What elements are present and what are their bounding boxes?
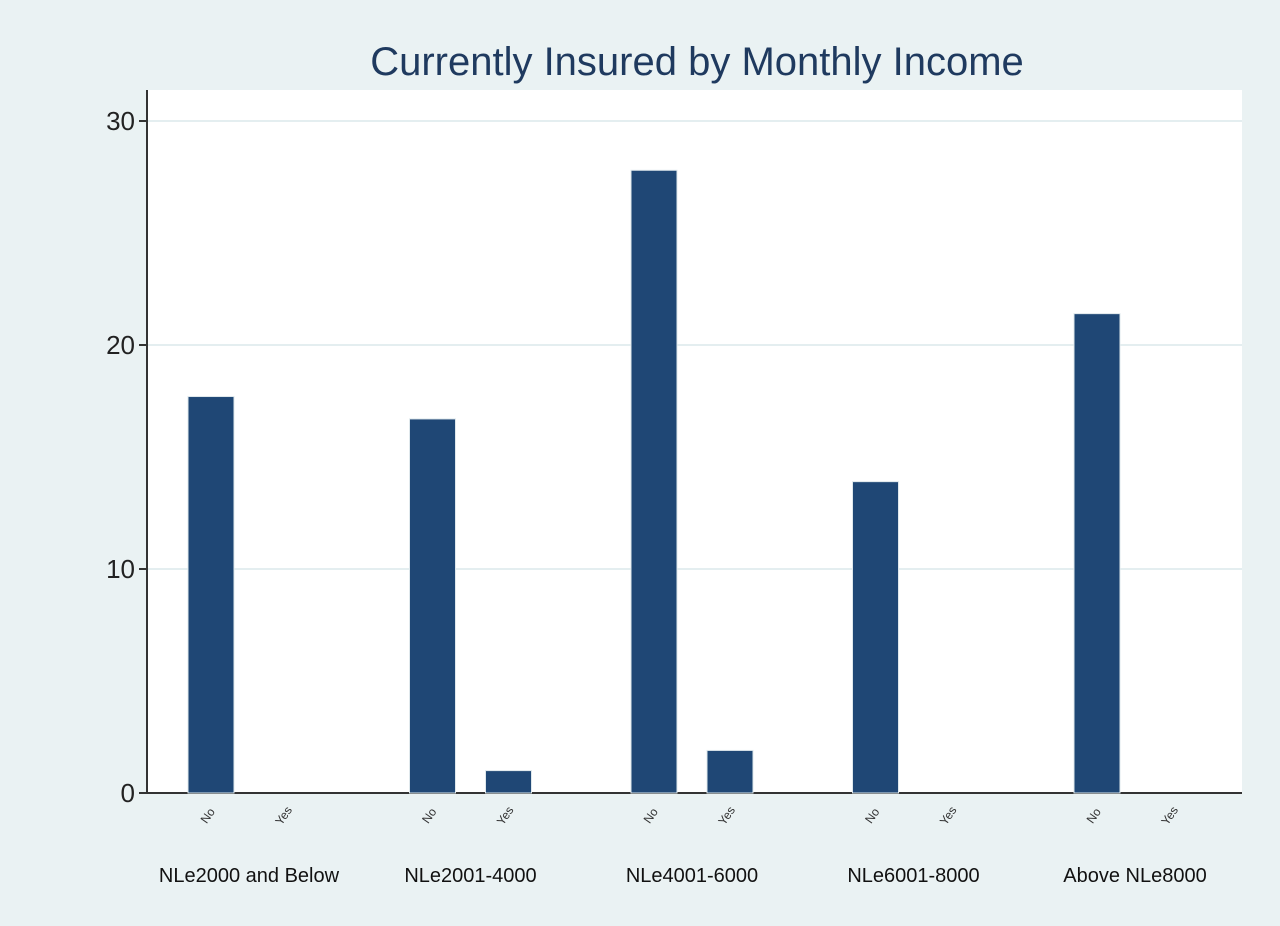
bar-2-yes [706,749,754,794]
y-tick-label: 20 [106,330,135,360]
category-label: NLe6001-8000 [847,865,979,887]
y-ticks: 0 10 20 30 [106,106,147,808]
category-label: NLe2001-4000 [404,865,536,887]
bar-4-no [1073,313,1121,794]
y-tick-label: 0 [121,778,135,808]
gridlines [147,120,1242,570]
category-label: NLe4001-6000 [626,865,758,887]
chart-title: Currently Insured by Monthly Income [370,40,1024,84]
category-label: Above NLe8000 [1063,865,1206,887]
y-tick-label: 30 [106,106,135,136]
bar-1-no [409,418,456,794]
category-labels: NLe2000 and Below NLe2001-4000 NLe4001-600… [159,865,1207,887]
bar-3-no [852,481,899,794]
plot-area [147,90,1242,793]
category-label: NLe2000 and Below [159,865,340,887]
bars [187,169,1121,794]
y-tick-label: 10 [106,554,135,584]
bar-2-no [630,169,678,794]
bar-0-no [187,396,235,794]
bar-1-yes [485,770,532,794]
